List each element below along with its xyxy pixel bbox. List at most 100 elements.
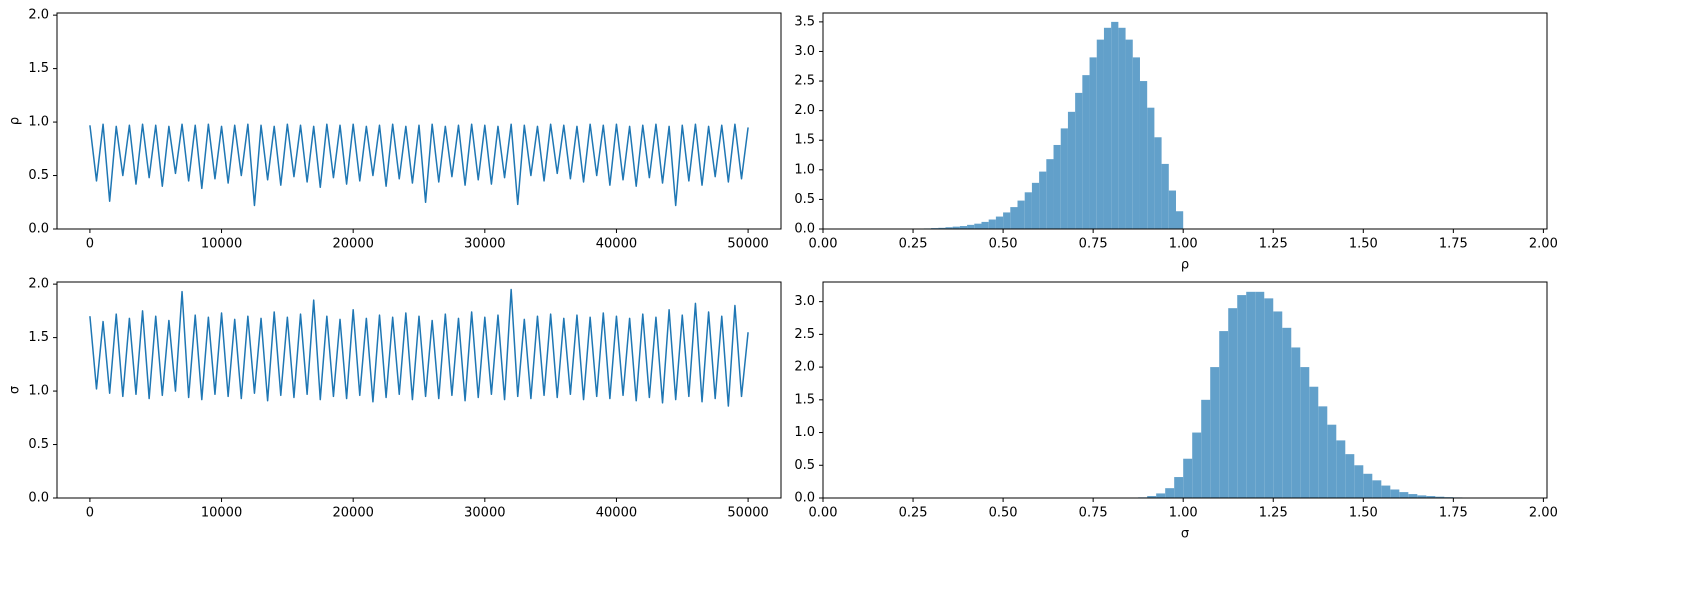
x-tick-label: 1.50 [1349,506,1378,521]
x-tick-label: 0.00 [809,237,838,252]
histogram-bar [1010,207,1018,229]
histogram-bar [945,227,953,229]
histogram-bar [1399,492,1409,498]
y-tick-label: 1.0 [794,162,815,177]
histogram-bar [1096,39,1104,229]
y-tick-label: 1.5 [28,61,49,76]
y-tick-label: 1.0 [794,425,815,440]
histogram-bar [1125,39,1133,229]
histogram-bar [1336,440,1346,498]
x-axis-label: ρ [1181,258,1189,273]
x-tick-label: 30000 [464,506,505,521]
histogram-bar [1246,291,1256,498]
x-tick-label: 20000 [333,237,374,252]
y-tick-label: 3.5 [794,14,815,29]
y-tick-label: 0.5 [794,458,815,473]
x-tick-label: 1.50 [1349,237,1378,252]
histogram-bar [1118,27,1126,229]
x-tick-label: 0.75 [1079,237,1108,252]
histogram-bar [1381,485,1391,498]
x-tick-label: 1.25 [1259,237,1288,252]
x-tick-label: 0 [86,237,94,252]
histogram-bar [1154,137,1162,229]
histogram-bar [1408,494,1418,498]
x-axis-label: σ [1181,527,1189,542]
histogram-bar [1372,480,1382,498]
histogram-bar [1174,477,1184,498]
x-tick-label: 0.00 [809,506,838,521]
x-tick-label: 2.00 [1529,506,1558,521]
x-tick-label: 10000 [201,506,242,521]
y-tick-label: 0.5 [28,168,49,183]
histogram-bar [1345,454,1355,498]
histogram-bar [1053,144,1061,229]
histogram-bar [1161,163,1169,229]
histogram-bar [1219,331,1229,498]
y-tick-label: 1.0 [28,115,49,130]
histogram-bar [1237,295,1247,498]
y-tick-label: 0.0 [794,491,815,506]
y-tick-label: 2.0 [28,277,49,292]
x-tick-label: 10000 [201,237,242,252]
histogram-bar [1300,367,1310,498]
x-tick-label: 50000 [727,237,768,252]
y-tick-label: 3.0 [794,44,815,59]
histogram-bar [1327,424,1337,498]
axes-frame [822,12,1548,230]
y-tick-label: 2.0 [28,8,49,23]
histogram-bar [1060,128,1068,229]
axes-frame [56,281,782,499]
y-tick-label: 0.5 [794,192,815,207]
y-tick-label: 0.0 [28,491,49,506]
y-tick-label: 1.5 [794,392,815,407]
histogram-bar [1264,298,1274,498]
y-tick-label: 0.5 [28,437,49,452]
histogram-bar [1309,386,1319,498]
y-tick-label: 2.0 [794,360,815,375]
histogram-bar [1139,81,1148,229]
y-tick-label: 2.0 [794,103,815,118]
histogram-bar [1175,211,1184,229]
y-tick-label: 0.0 [28,222,49,237]
x-tick-label: 1.00 [1169,237,1198,252]
histogram-bar [959,226,968,229]
histogram-bar [1228,308,1238,498]
histogram-bar [967,224,975,229]
histogram-bar [1003,212,1011,229]
y-tick-label: 2.5 [794,327,815,342]
histogram-bar [1165,488,1175,498]
y-tick-label: 3.0 [794,294,815,309]
y-tick-label: 1.0 [28,384,49,399]
histogram-bar [1201,399,1211,498]
histogram-bar [1354,465,1364,498]
histogram-bar [1417,495,1427,498]
trace-line [89,288,749,407]
histogram-bar [1273,311,1283,498]
x-tick-label: 1.00 [1169,506,1198,521]
histogram-bar [1089,57,1097,229]
histogram-bar [1147,496,1157,498]
histogram-bar [1168,190,1176,229]
histogram-bar [1291,347,1301,498]
histogram-bar [1147,107,1155,229]
histogram-bar [938,227,946,229]
histogram-bar [1132,57,1140,229]
histogram-bar [1031,182,1040,229]
x-tick-label: 40000 [596,506,637,521]
histogram-bar [995,216,1004,229]
histogram-bar [1111,21,1119,230]
x-tick-label: 2.00 [1529,237,1558,252]
histogram-bar [1046,159,1054,229]
x-tick-label: 0.50 [989,237,1018,252]
histogram-bar [974,223,982,229]
histogram-bar [1426,496,1436,498]
histogram-bar [1192,432,1202,498]
x-tick-label: 0.50 [989,506,1018,521]
x-tick-label: 1.75 [1439,237,1468,252]
y-tick-label: 1.5 [28,330,49,345]
x-tick-label: 1.25 [1259,506,1288,521]
y-tick-label: 2.5 [794,74,815,89]
histogram-bar [1075,92,1083,229]
histogram-bar [1024,192,1032,229]
